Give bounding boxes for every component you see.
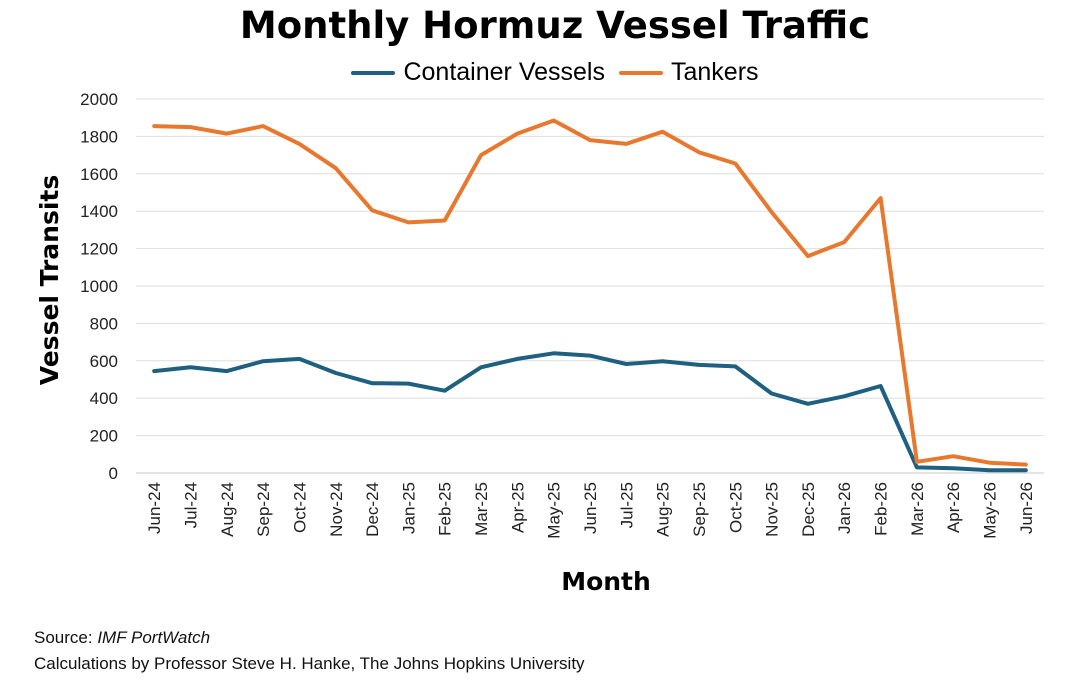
source-prefix: Source: bbox=[34, 628, 98, 647]
y-tick-label: 800 bbox=[90, 314, 118, 333]
y-tick-label: 0 bbox=[109, 464, 118, 483]
legend-label-tankers: Tankers bbox=[670, 58, 759, 86]
x-tick-label: Nov-25 bbox=[763, 482, 782, 537]
x-tick-label: Mar-26 bbox=[908, 482, 927, 536]
line-chart: 0 200 400 600 800 1000 1200 1400 1600 1800 2000 Jun… bbox=[35, 90, 1044, 596]
x-tick-label: Jun-24 bbox=[145, 482, 164, 534]
series-line-container-vessels bbox=[152, 351, 1028, 473]
source-note: Source: IMF PortWatch bbox=[34, 628, 210, 648]
x-tick-label: Apr-26 bbox=[944, 482, 963, 533]
y-tick-label: 2000 bbox=[80, 90, 118, 109]
legend-item-tankers: Tankers bbox=[618, 58, 759, 87]
x-tick-label: Aug-25 bbox=[654, 482, 673, 537]
x-tick-label: Aug-24 bbox=[218, 482, 237, 537]
x-tick-label: Nov-24 bbox=[327, 482, 346, 537]
x-tick-label: May-25 bbox=[545, 482, 564, 539]
y-tick-label: 200 bbox=[90, 427, 118, 446]
x-tick-label: Dec-25 bbox=[799, 482, 818, 537]
x-tick-label: Jun-25 bbox=[581, 482, 600, 534]
x-tick-label: Dec-24 bbox=[363, 482, 382, 537]
x-tick-label: Jun-26 bbox=[1017, 482, 1036, 534]
legend-item-container-vessels: Container Vessels bbox=[351, 58, 605, 87]
y-tick-label: 1000 bbox=[80, 277, 118, 296]
legend-label-container-vessels: Container Vessels bbox=[403, 58, 605, 86]
x-axis-title: Month bbox=[561, 567, 651, 596]
x-tick-label: May-26 bbox=[981, 482, 1000, 539]
y-tick-label: 1600 bbox=[80, 165, 118, 184]
x-tick-label: Sep-25 bbox=[690, 482, 709, 537]
y-tick-label: 600 bbox=[90, 352, 118, 371]
legend-swatch-tankers bbox=[618, 70, 663, 75]
series-line-tankers bbox=[152, 118, 1028, 467]
x-tick-label: Oct-25 bbox=[726, 482, 745, 533]
x-tick-label: Jan-25 bbox=[399, 482, 418, 534]
x-tick-label: Sep-24 bbox=[254, 482, 273, 537]
credit-note: Calculations by Professor Steve H. Hanke… bbox=[34, 654, 585, 673]
y-tick-label: 1200 bbox=[80, 240, 118, 259]
y-tick-label: 1400 bbox=[80, 202, 118, 221]
y-tick-label: 400 bbox=[90, 389, 118, 408]
x-tick-label: Mar-25 bbox=[472, 482, 491, 536]
chart-legend: Container Vessels Tankers bbox=[0, 58, 1080, 87]
x-tick-label: Oct-24 bbox=[290, 482, 309, 533]
y-axis-title: Vessel Transits bbox=[35, 175, 64, 386]
x-tick-label: Jul-24 bbox=[181, 482, 200, 528]
chart-title: Monthly Hormuz Vessel Traffic bbox=[239, 4, 871, 47]
x-tick-label: Feb-26 bbox=[872, 482, 891, 536]
x-tick-label: Jul-25 bbox=[617, 482, 636, 528]
source-name: IMF PortWatch bbox=[97, 628, 211, 647]
x-tick-label: Apr-25 bbox=[508, 482, 527, 533]
x-tick-label: Feb-25 bbox=[436, 482, 455, 536]
legend-swatch-container-vessels bbox=[351, 70, 396, 75]
y-tick-label: 1800 bbox=[80, 127, 118, 146]
x-tick-label: Jan-26 bbox=[835, 482, 854, 534]
